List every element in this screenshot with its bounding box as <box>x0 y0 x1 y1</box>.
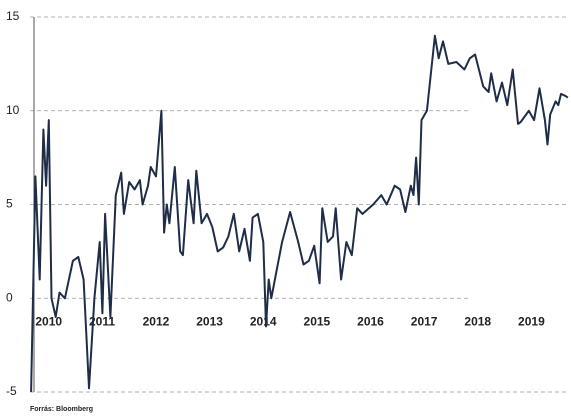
x-tick-label: 2011 <box>89 314 115 328</box>
x-tick-label: 2016 <box>357 314 384 328</box>
y-tick-label: 0 <box>6 290 13 304</box>
x-tick-label: 2015 <box>304 314 331 328</box>
x-tick-label: 2017 <box>411 314 438 328</box>
x-tick-label: 2014 <box>250 314 277 328</box>
x-tick-label: 2013 <box>196 314 223 328</box>
x-tick-label: 2019 <box>518 314 545 328</box>
y-tick-label: -5 <box>6 384 17 398</box>
x-tick-label: 2018 <box>464 314 491 328</box>
y-tick-label: 10 <box>6 103 20 117</box>
y-tick-label: 5 <box>6 197 13 211</box>
source-note: Forrás: Bloomberg <box>30 406 93 413</box>
y-tick-label: 15 <box>6 9 20 23</box>
x-tick-label: 2010 <box>35 314 62 328</box>
x-tick-label: 2012 <box>143 314 170 328</box>
data-line <box>30 34 569 393</box>
